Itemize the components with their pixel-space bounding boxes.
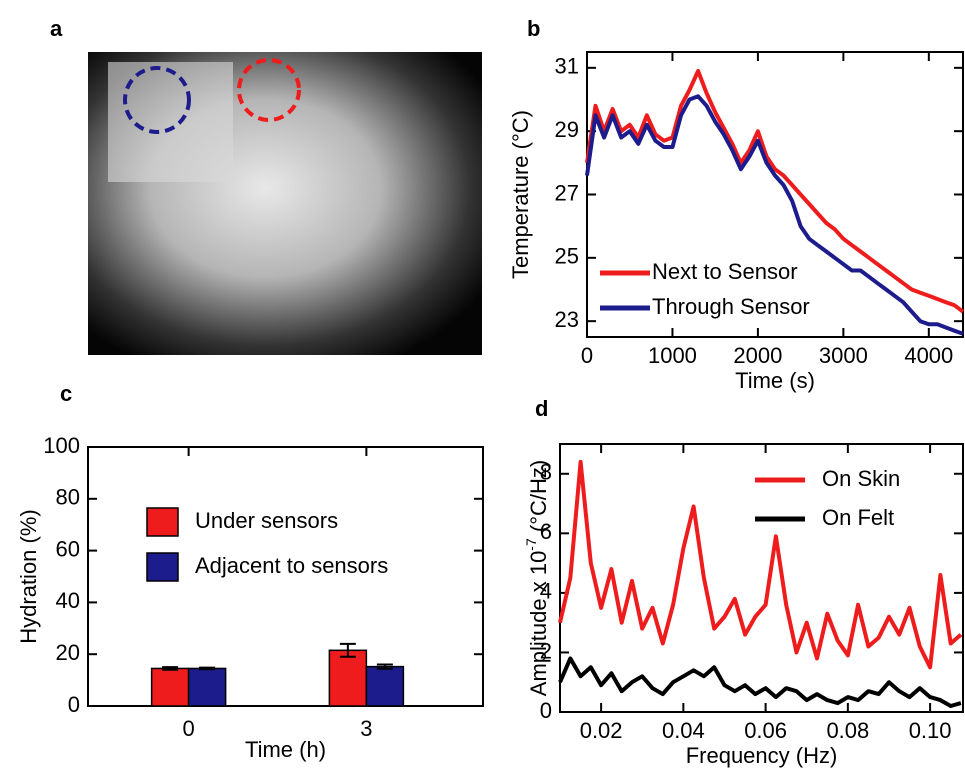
y-tick-label: 27: [555, 180, 579, 205]
error-bar: [162, 666, 179, 671]
data-line: [558, 459, 963, 670]
y-tick-label: 0: [540, 698, 552, 723]
x-axis-label: Time (s): [735, 368, 815, 393]
bar: [365, 665, 405, 707]
x-axis-label: Frequency (Hz): [686, 743, 838, 768]
y-tick-label: 40: [56, 588, 80, 613]
data-line: [585, 69, 965, 314]
y-axis-label-text: Hydration (%): [16, 509, 41, 643]
y-tick-label: 25: [555, 244, 579, 269]
plot-frame: [87, 446, 484, 707]
panel-label: a: [50, 16, 63, 41]
x-tick-label: 0.06: [744, 718, 787, 743]
plot-frame: [559, 443, 964, 713]
legend-label: Under sensors: [195, 508, 338, 533]
y-tick-label: 2: [540, 638, 552, 663]
y-tick-label: 29: [555, 117, 579, 142]
y-tick-label: 23: [555, 307, 579, 332]
y-axis-label-unit: (°C/Hz): [526, 460, 551, 538]
legend-label: On Skin: [822, 466, 900, 491]
x-tick-label: 0.02: [580, 718, 623, 743]
panel-label: b: [527, 16, 540, 41]
y-axis-label-text: Amplitude x 10: [526, 551, 551, 697]
legend-label: On Felt: [822, 505, 894, 530]
y-tick-label: 100: [43, 433, 80, 458]
y-tick-label: 6: [540, 519, 552, 544]
y-tick-label: 4: [540, 579, 552, 604]
y-axis-label-exponent: -7: [523, 538, 539, 551]
y-axis-label: Temperature (°C): [508, 110, 533, 279]
x-tick-label: 0.04: [662, 718, 705, 743]
x-tick-label: 0.10: [909, 718, 952, 743]
error-bar: [339, 642, 356, 658]
legend-label: Adjacent to sensors: [195, 553, 388, 578]
y-tick-label: 31: [555, 54, 579, 79]
bar: [150, 667, 190, 707]
x-tick-label: 2000: [733, 343, 782, 368]
reference-marker: [237, 58, 301, 122]
data-line: [558, 656, 962, 708]
y-tick-label: 20: [56, 640, 80, 665]
x-tick-label: 4000: [904, 343, 953, 368]
x-axis-label: Time (h): [245, 737, 326, 762]
y-tick-label: 8: [540, 460, 552, 485]
x-tick-label: 3: [360, 716, 372, 741]
sensor-patch: [108, 62, 233, 182]
y-axis-label-text: Temperature (°C): [508, 110, 533, 279]
legend-label: Next to Sensor: [652, 259, 798, 284]
error-bar: [376, 663, 393, 670]
bar: [328, 649, 368, 707]
panel-label: c: [60, 381, 72, 406]
error-bar: [199, 666, 216, 671]
legend-swatch: [146, 552, 179, 582]
y-axis-label: Hydration (%): [16, 509, 41, 643]
y-tick-label: 60: [56, 536, 80, 561]
legend-swatch: [146, 507, 179, 537]
legend-label: Through Sensor: [652, 294, 810, 319]
bar: [187, 667, 227, 707]
panel-label: d: [535, 396, 548, 421]
x-tick-label: 0: [183, 716, 195, 741]
x-tick-label: 0.08: [826, 718, 869, 743]
y-axis-label: Amplitude x 10-7 (°C/Hz): [523, 460, 551, 696]
data-line: [585, 94, 964, 336]
sensor-marker: [123, 66, 191, 134]
x-tick-label: 1000: [648, 343, 697, 368]
y-tick-label: 0: [68, 692, 80, 717]
x-tick-label: 3000: [819, 343, 868, 368]
x-tick-label: 0: [581, 343, 593, 368]
y-tick-label: 80: [56, 485, 80, 510]
